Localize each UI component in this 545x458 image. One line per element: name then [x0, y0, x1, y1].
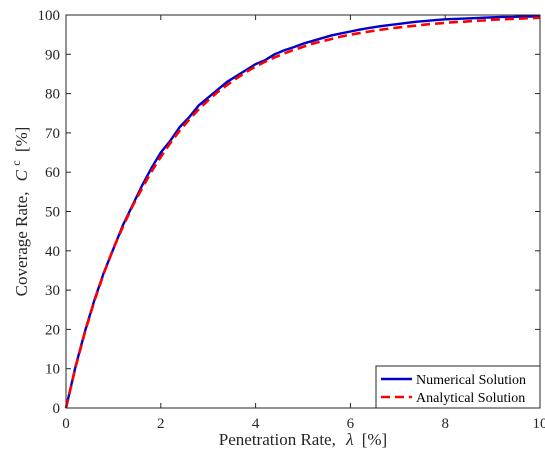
x-axis-title-text: Penetration Rate,	[219, 430, 336, 449]
y-axis-title-symbol: C	[12, 169, 31, 181]
x-tick-label: 10	[533, 416, 545, 432]
y-tick-label: 60	[45, 165, 60, 181]
y-tick-label: 10	[45, 362, 60, 378]
y-tick-label: 70	[45, 126, 60, 142]
series-line-numerical	[64, 14, 541, 409]
legend: Numerical Solution Analytical Solution	[375, 365, 541, 409]
y-tick-label: 0	[53, 401, 61, 417]
x-axis-title-unit: [%]	[362, 430, 387, 449]
x-tick-label: 4	[252, 416, 260, 432]
legend-label-numerical: Numerical Solution	[416, 373, 526, 388]
x-axis-title-symbol: λ	[345, 430, 353, 449]
y-tick-label: 40	[45, 244, 60, 260]
y-tick-label: 100	[38, 8, 61, 24]
y-tick-label: 30	[45, 283, 60, 299]
x-tick-label: 2	[157, 416, 165, 432]
legend-box	[375, 365, 541, 409]
x-axis-title: Penetration Rate, λ [%]	[219, 430, 387, 449]
legend-label-analytical: Analytical Solution	[416, 391, 525, 406]
y-tick-label: 50	[45, 205, 60, 221]
y-axis-title: Coverage Rate, C c [%]	[5, 127, 31, 297]
series-line-analytical	[64, 16, 541, 409]
plot-area	[66, 15, 540, 408]
y-axis-title-text: Coverage Rate,	[12, 192, 31, 297]
y-axis-title-unit: [%]	[12, 127, 31, 152]
series-layer	[64, 14, 541, 409]
y-tick-label: 20	[45, 322, 60, 338]
y-tick-label: 80	[45, 87, 60, 103]
x-tick-label: 8	[441, 416, 449, 432]
x-tick-label: 0	[62, 416, 70, 432]
y-tick-label: 90	[45, 47, 60, 63]
x-tick-label: 6	[347, 416, 355, 432]
y-axis-title-superscript: c	[9, 160, 23, 165]
